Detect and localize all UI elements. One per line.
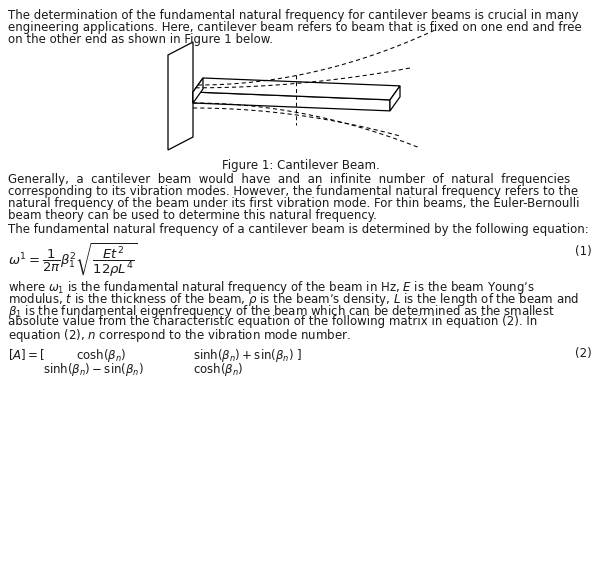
Text: corresponding to its vibration modes. However, the fundamental natural frequency: corresponding to its vibration modes. Ho…: [8, 185, 578, 198]
Text: $[A] = [$: $[A] = [$: [8, 347, 45, 362]
Text: Generally,  a  cantilever  beam  would  have  and  an  infinite  number  of  nat: Generally, a cantilever beam would have …: [8, 173, 570, 186]
Text: $\mathrm{cosh}(\beta_n)$: $\mathrm{cosh}(\beta_n)$: [76, 347, 126, 364]
Polygon shape: [193, 92, 390, 111]
Text: engineering applications. Here, cantilever beam refers to beam that is fixed on : engineering applications. Here, cantilev…: [8, 21, 582, 34]
Polygon shape: [168, 42, 193, 150]
Text: $\beta_1$ is the fundamental eigenfrequency of the beam which can be determined : $\beta_1$ is the fundamental eigenfreque…: [8, 303, 554, 320]
Text: $\mathrm{cosh}(\beta_n)$: $\mathrm{cosh}(\beta_n)$: [193, 361, 243, 378]
Polygon shape: [193, 78, 400, 100]
Text: where $\omega_1$ is the fundamental natural frequency of the beam in Hz, $E$ is : where $\omega_1$ is the fundamental natu…: [8, 279, 535, 296]
Text: modulus, $t$ is the thickness of the beam, $\rho$ is the beam’s density, $L$ is : modulus, $t$ is the thickness of the bea…: [8, 291, 579, 308]
Text: $\mathrm{sinh}(\beta_n) + \mathrm{sin}(\beta_n)$ ]: $\mathrm{sinh}(\beta_n) + \mathrm{sin}(\…: [193, 347, 302, 364]
Text: beam theory can be used to determine this natural frequency.: beam theory can be used to determine thi…: [8, 209, 377, 222]
Polygon shape: [390, 86, 400, 111]
Text: absolute value from the characteristic equation of the following matrix in equat: absolute value from the characteristic e…: [8, 315, 537, 328]
Text: (1): (1): [576, 245, 592, 258]
Polygon shape: [193, 78, 203, 103]
Text: The fundamental natural frequency of a cantilever beam is determined by the foll: The fundamental natural frequency of a c…: [8, 223, 589, 236]
Text: natural frequency of the beam under its first vibration mode. For thin beams, th: natural frequency of the beam under its …: [8, 197, 580, 210]
Text: $\mathrm{sinh}(\beta_n) - \mathrm{sin}(\beta_n)$: $\mathrm{sinh}(\beta_n) - \mathrm{sin}(\…: [43, 361, 144, 378]
Text: (2): (2): [576, 347, 592, 360]
Text: on the other end as shown in Figure 1 below.: on the other end as shown in Figure 1 be…: [8, 33, 273, 46]
Text: equation (2), $n$ correspond to the vibration mode number.: equation (2), $n$ correspond to the vibr…: [8, 327, 351, 344]
Text: Figure 1: Cantilever Beam.: Figure 1: Cantilever Beam.: [222, 159, 380, 172]
Text: The determination of the fundamental natural frequency for cantilever beams is c: The determination of the fundamental nat…: [8, 9, 579, 22]
Text: $\omega^1 = \dfrac{1}{2\pi}\beta_1^2\sqrt{\dfrac{Et^2}{12\rho L^4}}$: $\omega^1 = \dfrac{1}{2\pi}\beta_1^2\sqr…: [8, 241, 138, 278]
